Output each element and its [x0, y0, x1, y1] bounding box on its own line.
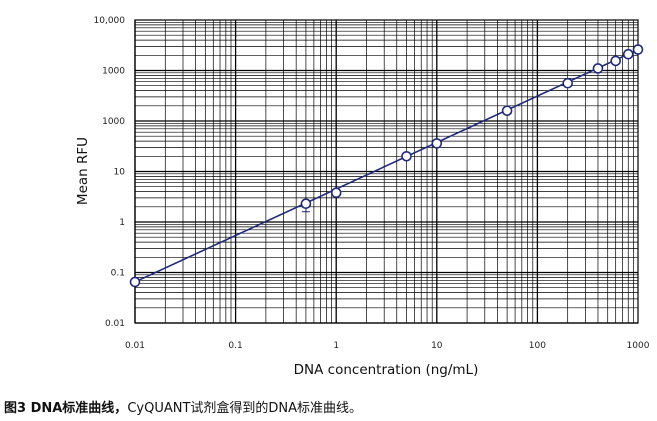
caption-label: 图3 DNA标准曲线，: [4, 401, 128, 416]
data-point: [501, 105, 513, 116]
x-tick-label: 1000: [627, 341, 650, 351]
data-point: [622, 48, 634, 60]
plot-frame: [134, 19, 639, 324]
data-point: [300, 198, 312, 210]
y-tick-label: 0.01: [105, 319, 125, 329]
figure-caption: 图3 DNA标准曲线，CyQUANT试剂盒得到的DNA标准曲线。: [4, 397, 654, 416]
data-point: [610, 55, 621, 67]
y-tick-label: 10,000: [94, 16, 126, 26]
x-tick-label: 1: [333, 341, 339, 351]
x-tick-label: 0.1: [228, 341, 242, 351]
data-points: [129, 44, 644, 288]
x-tick-label: 0.01: [125, 341, 145, 351]
grid-lines: [134, 20, 638, 324]
caption-text: CyQUANT试剂盒得到的DNA标准曲线。: [127, 401, 363, 416]
y-tick-label: 1000: [102, 67, 125, 77]
y-tick-labels: 0.01 0.1 1 10 1000 1000 10,000: [94, 16, 126, 329]
data-point: [129, 276, 141, 288]
data-point: [562, 77, 573, 89]
y-axis-title: Mean RFU: [75, 137, 91, 205]
x-tick-label: 100: [529, 341, 546, 351]
x-tick-label: 10: [431, 341, 443, 351]
x-axis-title: DNA concentration (ng/mL): [294, 362, 479, 378]
y-tick-label: 1000: [102, 117, 125, 127]
y-tick-label: 0.1: [111, 269, 125, 279]
data-point: [401, 150, 412, 162]
fit-line: [134, 48, 639, 283]
data-point: [431, 138, 443, 149]
y-tick-label: 10: [114, 168, 126, 178]
data-point: [330, 187, 342, 199]
x-tick-labels: 0.01 0.1 1 10 100 1000: [125, 341, 650, 351]
data-point: [632, 44, 644, 55]
data-point: [592, 63, 604, 74]
chart-svg: 0.01 0.1 1 10 1000 1000 10,000 0.01 0.1 1 10 100 10…: [75, 16, 650, 378]
y-tick-label: 1: [119, 218, 125, 228]
